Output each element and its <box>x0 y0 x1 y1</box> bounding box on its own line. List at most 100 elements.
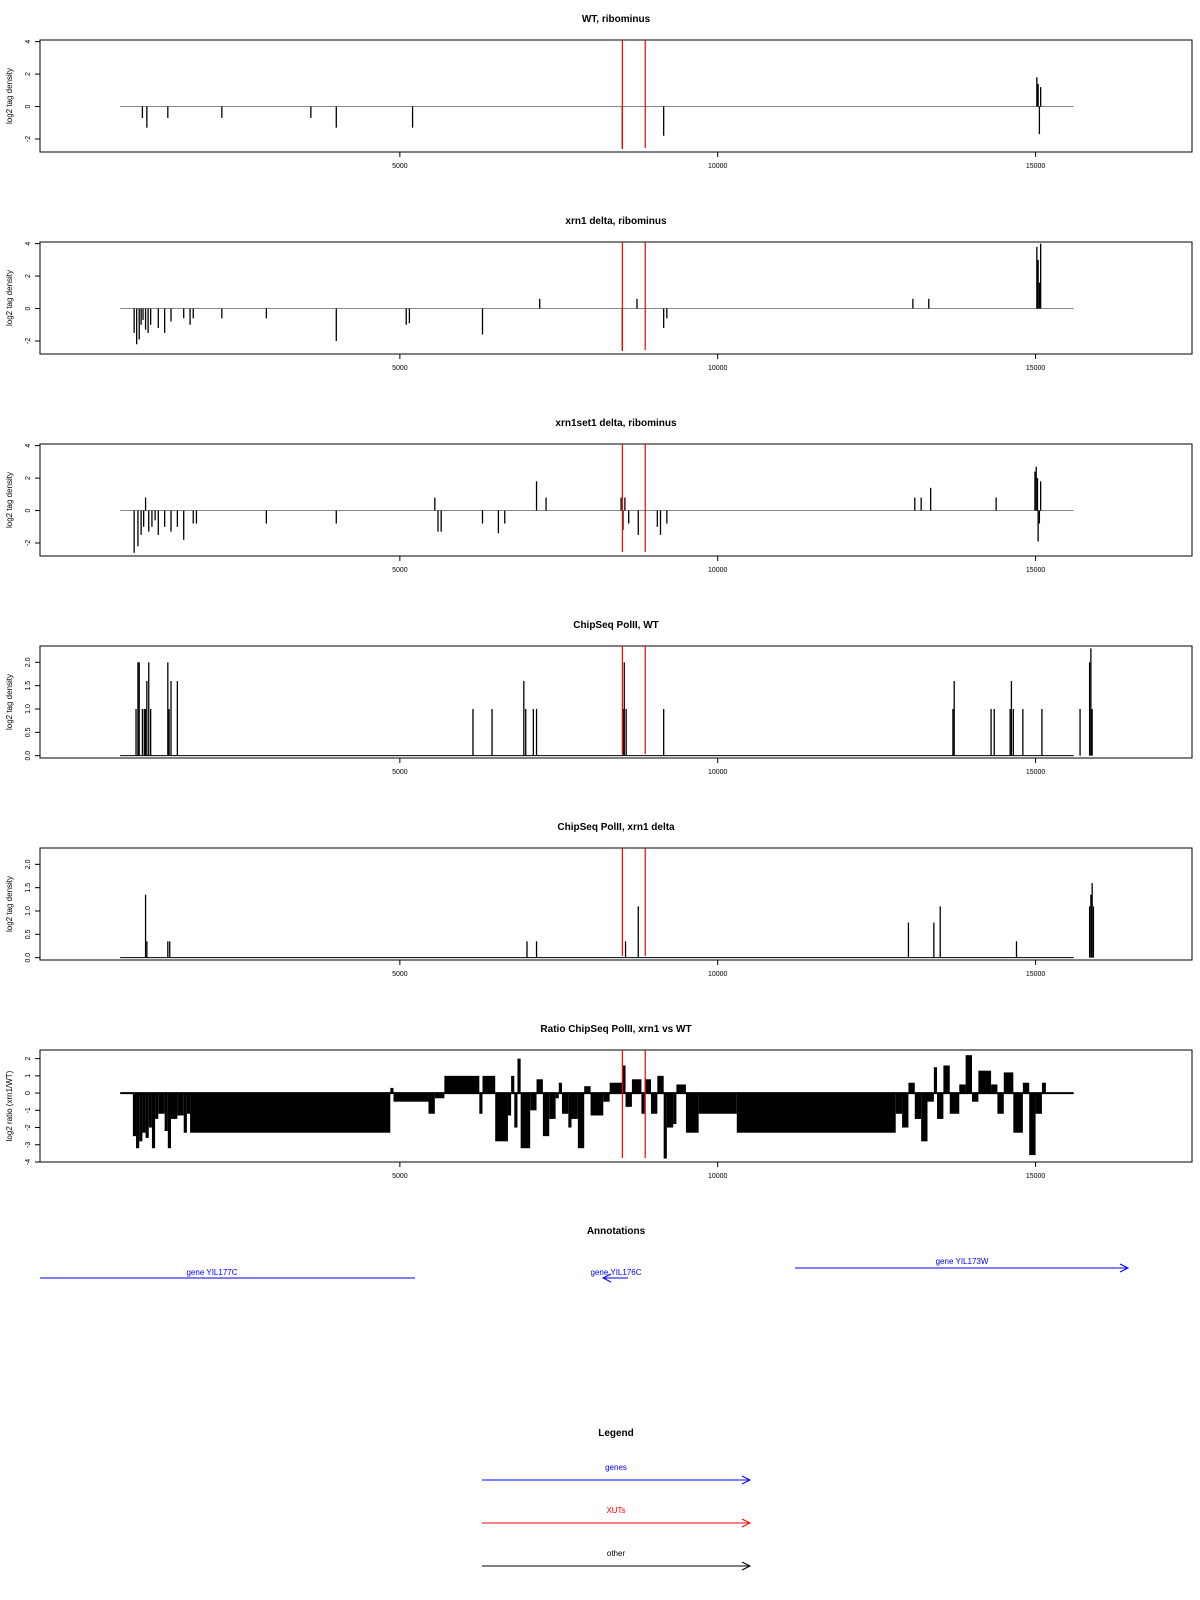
arrow-head <box>741 1475 752 1485</box>
panel-1: WT, ribominus -2 0 2 4 5000 10000 15000 log2 tag… <box>5 14 1193 170</box>
data-segment <box>663 1093 667 1159</box>
x-tick-label: 5000 <box>392 971 408 978</box>
y-tick-label: 0.5 <box>25 929 32 939</box>
y-axis-label: log2 tag density <box>5 674 14 730</box>
data-segment <box>584 1086 591 1094</box>
x-tick-label: 15000 <box>1026 163 1046 170</box>
y-tick-label: 4 <box>25 242 32 246</box>
data-segment <box>641 1093 645 1114</box>
y-tick-label: 1.0 <box>25 906 32 916</box>
data-segment <box>132 1093 137 1137</box>
data-segment <box>590 1093 604 1116</box>
y-tick-label: 2 <box>25 72 32 76</box>
data-segment <box>571 1093 578 1119</box>
data-segment <box>959 1084 966 1094</box>
data-segment <box>434 1093 445 1099</box>
y-axis-label: log2 tag density <box>5 876 14 932</box>
arrow-head <box>741 1561 752 1571</box>
data-segment <box>997 1093 1004 1114</box>
data-segment <box>972 1093 979 1102</box>
data-segment <box>685 1093 699 1133</box>
y-tick-label: 1.5 <box>25 681 32 691</box>
data-segment <box>164 1093 168 1131</box>
data-segment <box>921 1093 928 1142</box>
data-segment <box>511 1075 515 1094</box>
x-tick-label: 5000 <box>392 1173 408 1180</box>
x-tick-label: 15000 <box>1026 971 1046 978</box>
data-segment <box>444 1075 480 1094</box>
y-tick-label: 1.5 <box>25 883 32 893</box>
y-tick-label: 0 <box>25 1091 32 1095</box>
x-tick-label: 5000 <box>392 567 408 574</box>
data-segment <box>631 1079 642 1094</box>
legend-panel: Legend genes XUTs other <box>482 1428 752 1571</box>
data-segment <box>186 1093 191 1114</box>
data-segment <box>650 1093 658 1114</box>
plot-frame <box>39 39 1193 153</box>
plot-frame <box>39 847 1193 961</box>
plot-frame <box>39 645 1193 759</box>
data-segment <box>568 1093 572 1128</box>
data-segment <box>937 1093 944 1119</box>
plot-frame <box>39 443 1193 557</box>
y-axis-label: log2 tag density <box>5 68 14 124</box>
data-segment <box>145 1093 149 1138</box>
data-segment <box>603 1093 610 1102</box>
arrow-head <box>741 1518 752 1528</box>
data-segment <box>895 1093 903 1114</box>
legend-title: Legend <box>598 1428 634 1439</box>
data-segment <box>622 1065 626 1094</box>
data-segment <box>673 1093 677 1125</box>
x-tick-label: 10000 <box>708 567 728 574</box>
y-tick-label: 0 <box>25 307 32 311</box>
panel-title: WT, ribominus <box>582 14 651 25</box>
y-tick-label: 0.5 <box>25 727 32 737</box>
plot-frame <box>39 241 1193 355</box>
data-segment <box>943 1065 950 1094</box>
data-segment <box>1003 1072 1014 1094</box>
x-tick-label: 10000 <box>708 365 728 372</box>
data-segment <box>190 1093 391 1133</box>
data-segment <box>577 1093 585 1149</box>
data-segment <box>549 1093 556 1119</box>
panel-4: ChipSeq PolII, WT 0.0 0.5 1.0 1.5 2.0 5000 1000… <box>5 620 1193 776</box>
data-segment <box>991 1084 998 1094</box>
gene-label: gene YIL177C <box>186 1268 237 1277</box>
panel-title: Ratio ChipSeq PolII, xrn1 vs WT <box>540 1024 691 1035</box>
data-segment <box>908 1082 915 1094</box>
y-tick-label: 1 <box>25 1074 32 1078</box>
data-segment <box>666 1093 674 1128</box>
data-segment <box>558 1082 562 1094</box>
data-segment <box>530 1093 537 1111</box>
data-segment <box>609 1082 623 1094</box>
y-tick-label: -2 <box>25 540 32 546</box>
data-segment <box>507 1093 512 1116</box>
data-segment <box>155 1093 159 1119</box>
data-segment <box>949 1093 960 1114</box>
data-segment <box>393 1093 429 1102</box>
y-tick-label: 0.0 <box>25 751 32 761</box>
x-tick-label: 5000 <box>392 163 408 170</box>
y-tick-label: -3 <box>25 1142 32 1148</box>
y-tick-label: -2 <box>25 136 32 142</box>
gene-label: gene YIL176C <box>590 1268 641 1277</box>
data-segment <box>1041 1082 1046 1094</box>
x-tick-label: 15000 <box>1026 365 1046 372</box>
data-segment <box>136 1093 140 1149</box>
data-segment <box>495 1093 508 1142</box>
data-segment <box>1013 1093 1023 1133</box>
data-segment <box>736 1093 896 1133</box>
data-segment <box>139 1093 143 1142</box>
data-segment <box>676 1084 686 1094</box>
data-segment <box>1022 1082 1030 1094</box>
gene-label: gene YIL173W <box>936 1257 989 1266</box>
panel-title: xrn1set1 delta, ribominus <box>555 418 677 429</box>
x-tick-label: 15000 <box>1026 769 1046 776</box>
legend-label: genes <box>605 1463 627 1472</box>
legend-label: XUTs <box>606 1506 625 1515</box>
data-segment <box>142 1093 146 1133</box>
data-segment <box>148 1093 152 1128</box>
y-tick-label: 0 <box>25 105 32 109</box>
y-tick-label: 1.0 <box>25 704 32 714</box>
y-tick-label: -1 <box>25 1107 32 1113</box>
